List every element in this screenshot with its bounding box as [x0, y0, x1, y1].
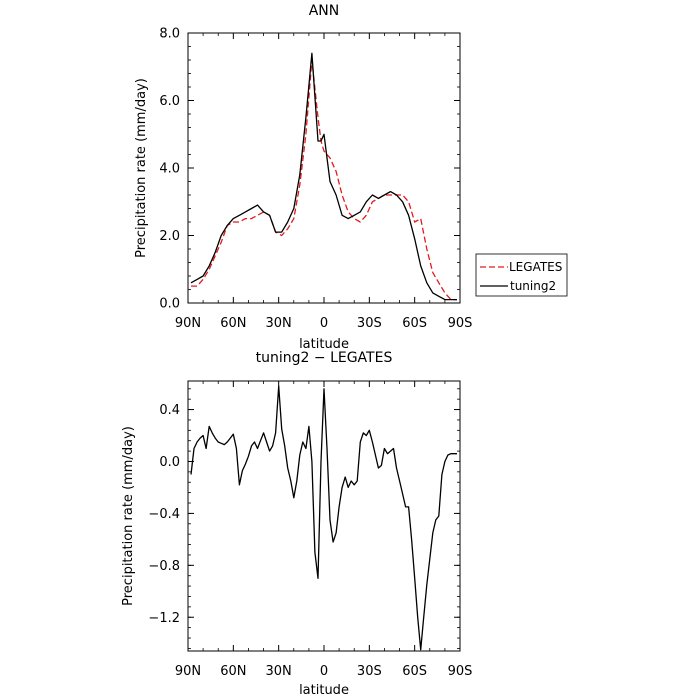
bottom-ytick-label: −1.2: [148, 611, 180, 626]
bottom-ytick-label: −0.8: [148, 559, 180, 574]
bottom-xtick-label: 0: [320, 664, 328, 679]
bottom-chart-frame: [187, 380, 461, 652]
bottom-ytick-label: −0.4: [148, 507, 180, 522]
legend-label-legates: LEGATES: [509, 260, 562, 274]
bottom-chart-title: tuning2 − LEGATES: [256, 350, 393, 366]
bottom-series-tuning2-legates: [190, 385, 457, 651]
top-xtick-label: 30N: [266, 316, 292, 331]
top-xtick-label: 90N: [175, 316, 201, 331]
bottom-xtick-label: 90N: [175, 664, 201, 679]
bottom-xtick-label: 30N: [266, 664, 292, 679]
top-xtick-label: 30S: [357, 316, 382, 331]
legend-label-tuning2: tuning2: [510, 279, 556, 293]
top-ytick-label: 4.0: [159, 162, 180, 177]
bottom-ytick-label: 0.4: [159, 403, 180, 418]
legend: LEGATES tuning2: [475, 253, 568, 297]
top-chart-frame: [187, 32, 461, 304]
top-ytick-label: 0.0: [159, 297, 180, 312]
bottom-chart-ylabel: Precipitation rate (mm/day): [121, 426, 136, 606]
top-chart-ylabel: Precipitation rate (mm/day): [134, 78, 149, 258]
top-chart: ANN 90N 60N 30N 0 30S 60S 90S 0.0 2.0 4.0 6.0 8.0 l…: [134, 3, 472, 352]
top-chart-xlabel: latitude: [299, 337, 349, 352]
top-ytick-label: 2.0: [159, 229, 180, 244]
top-ytick-label: 6.0: [159, 94, 180, 109]
legend-box: [475, 253, 568, 297]
bottom-xtick-label: 60N: [220, 664, 246, 679]
top-xtick-label: 60N: [220, 316, 246, 331]
bottom-xtick-label: 60S: [402, 664, 427, 679]
bottom-ytick-label: 0.0: [159, 455, 180, 470]
top-series-tuning2: [190, 52, 457, 301]
top-xtick-label: 90S: [448, 316, 473, 331]
bottom-chart-xlabel: latitude: [299, 683, 349, 698]
top-series-legates: [191, 59, 457, 301]
top-ytick-label: 8.0: [159, 27, 180, 42]
bottom-xtick-label: 90S: [448, 664, 473, 679]
top-xtick-label: 0: [320, 316, 328, 331]
top-chart-title: ANN: [309, 3, 340, 19]
top-xtick-label: 60S: [402, 316, 427, 331]
bottom-chart: tuning2 − LEGATES 90N 60N 30N 0 30S 60S 90S 0.4…: [121, 350, 472, 698]
bottom-xtick-label: 30S: [357, 664, 382, 679]
